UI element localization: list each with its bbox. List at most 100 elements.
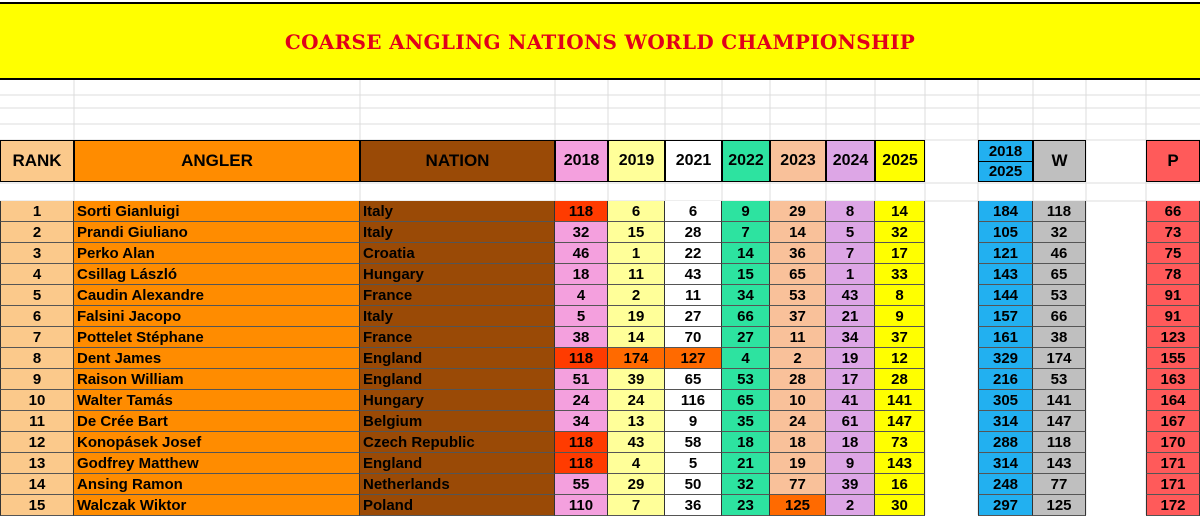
p-cell: 171 (1146, 453, 1200, 474)
score-2024: 2 (826, 495, 875, 516)
p-cell: 172 (1146, 495, 1200, 516)
rank-cell: 15 (0, 495, 74, 516)
total-cell: 105 (978, 222, 1033, 243)
header-rank: RANK (0, 140, 74, 182)
score-2022: 23 (722, 495, 770, 516)
p-cell: 123 (1146, 327, 1200, 348)
w-cell: 141 (1033, 390, 1086, 411)
total-cell: 314 (978, 411, 1033, 432)
nation-cell: England (360, 348, 555, 369)
score-2023: 24 (770, 411, 826, 432)
score-2025: 143 (875, 453, 925, 474)
score-2022: 18 (722, 432, 770, 453)
angler-cell: Falsini Jacopo (74, 306, 360, 327)
score-2024: 1 (826, 264, 875, 285)
score-2022: 53 (722, 369, 770, 390)
header-angler: ANGLER (74, 140, 360, 182)
header-year-2021: 2021 (665, 140, 722, 182)
rank-cell: 11 (0, 411, 74, 432)
score-2023: 53 (770, 285, 826, 306)
score-2023: 36 (770, 243, 826, 264)
header-w: W (1033, 140, 1086, 182)
score-2024: 21 (826, 306, 875, 327)
score-2023: 125 (770, 495, 826, 516)
score-2022: 65 (722, 390, 770, 411)
header-year-2018: 2018 (555, 140, 608, 182)
header-p: P (1146, 140, 1200, 182)
rank-cell: 4 (0, 264, 74, 285)
nation-cell: France (360, 285, 555, 306)
score-2024: 9 (826, 453, 875, 474)
score-2019: 19 (608, 306, 665, 327)
score-2018: 24 (555, 390, 608, 411)
score-2019: 174 (608, 348, 665, 369)
p-cell: 66 (1146, 201, 1200, 222)
p-cell: 78 (1146, 264, 1200, 285)
score-2024: 18 (826, 432, 875, 453)
score-2025: 12 (875, 348, 925, 369)
header-range-start: 2018 (979, 142, 1032, 162)
nation-cell: Croatia (360, 243, 555, 264)
score-2025: 37 (875, 327, 925, 348)
score-2019: 14 (608, 327, 665, 348)
score-2023: 11 (770, 327, 826, 348)
score-2025: 28 (875, 369, 925, 390)
score-2022: 15 (722, 264, 770, 285)
score-2022: 14 (722, 243, 770, 264)
score-2025: 147 (875, 411, 925, 432)
score-2025: 17 (875, 243, 925, 264)
score-2018: 4 (555, 285, 608, 306)
score-2021: 127 (665, 348, 722, 369)
w-cell: 174 (1033, 348, 1086, 369)
rank-cell: 8 (0, 348, 74, 369)
header-year-2022: 2022 (722, 140, 770, 182)
nation-cell: Belgium (360, 411, 555, 432)
score-2024: 19 (826, 348, 875, 369)
rank-cell: 1 (0, 201, 74, 222)
angler-cell: Dent James (74, 348, 360, 369)
angler-cell: Ansing Ramon (74, 474, 360, 495)
nation-cell: Czech Republic (360, 432, 555, 453)
score-2023: 19 (770, 453, 826, 474)
p-cell: 73 (1146, 222, 1200, 243)
total-cell: 288 (978, 432, 1033, 453)
total-cell: 144 (978, 285, 1033, 306)
score-2022: 35 (722, 411, 770, 432)
total-cell: 329 (978, 348, 1033, 369)
angler-cell: Perko Alan (74, 243, 360, 264)
score-2022: 4 (722, 348, 770, 369)
nation-cell: Hungary (360, 390, 555, 411)
w-cell: 118 (1033, 432, 1086, 453)
w-cell: 32 (1033, 222, 1086, 243)
score-2023: 37 (770, 306, 826, 327)
total-cell: 305 (978, 390, 1033, 411)
score-2018: 118 (555, 432, 608, 453)
score-2018: 110 (555, 495, 608, 516)
score-2019: 11 (608, 264, 665, 285)
total-cell: 157 (978, 306, 1033, 327)
p-cell: 75 (1146, 243, 1200, 264)
score-2022: 34 (722, 285, 770, 306)
score-2021: 65 (665, 369, 722, 390)
header-range: 2018 2025 (978, 140, 1033, 182)
p-cell: 170 (1146, 432, 1200, 453)
w-cell: 143 (1033, 453, 1086, 474)
p-cell: 91 (1146, 306, 1200, 327)
p-cell: 164 (1146, 390, 1200, 411)
total-cell: 184 (978, 201, 1033, 222)
score-2021: 116 (665, 390, 722, 411)
score-2021: 27 (665, 306, 722, 327)
header-range-end: 2025 (988, 162, 1023, 180)
angler-cell: De Crée Bart (74, 411, 360, 432)
angler-cell: Csillag László (74, 264, 360, 285)
rank-cell: 10 (0, 390, 74, 411)
score-2023: 77 (770, 474, 826, 495)
angler-cell: Walter Tamás (74, 390, 360, 411)
w-cell: 125 (1033, 495, 1086, 516)
angler-cell: Pottelet Stéphane (74, 327, 360, 348)
total-cell: 143 (978, 264, 1033, 285)
score-2024: 61 (826, 411, 875, 432)
score-2025: 73 (875, 432, 925, 453)
rank-cell: 12 (0, 432, 74, 453)
nation-cell: England (360, 453, 555, 474)
